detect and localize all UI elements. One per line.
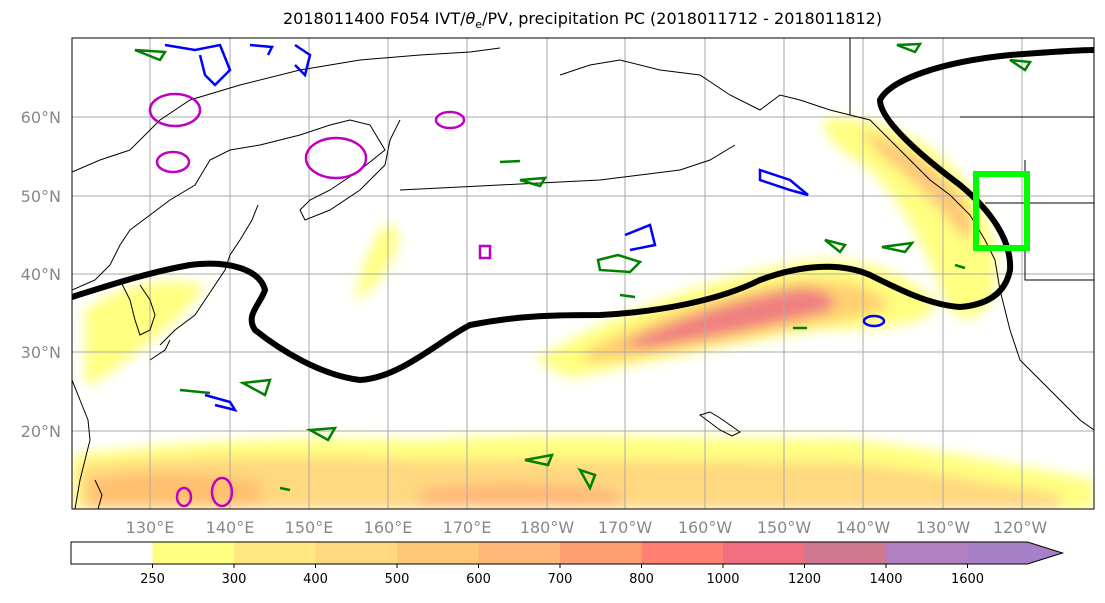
lat-label: 20°N (21, 422, 61, 441)
colorbar-segment (967, 542, 1063, 564)
ivt-shading (72, 117, 1094, 509)
lat-label: 50°N (21, 187, 61, 206)
lon-label: 170°E (443, 518, 492, 537)
lon-label: 170°W (598, 518, 653, 537)
theta-e-warm-contours (148, 92, 492, 508)
target-region-box (973, 171, 1030, 251)
theta-symbol: θ (465, 9, 476, 28)
longitude-labels: 130°E 140°E 150°E 160°E 170°E 180°W 170°… (126, 518, 1048, 537)
colorbar-tick-label: 600 (466, 572, 491, 587)
colorbar-segment (71, 542, 153, 564)
theta-subscript: e (475, 18, 483, 32)
lon-label: 150°E (285, 518, 334, 537)
map-title: 2018011400 F054 IVT/θe/PV, precipitation… (0, 9, 1105, 31)
colorbar-segment (641, 542, 724, 564)
colorbar-segment (234, 542, 316, 564)
colorbar-segment (560, 542, 642, 564)
lon-label: 150°W (757, 518, 812, 537)
theta-e-cold-contours (164, 43, 886, 412)
colorbar-tick-label: 400 (303, 572, 328, 587)
colorbar-tick-label: 1000 (706, 572, 739, 587)
colorbar-segment (723, 542, 805, 564)
title-suffix: /PV, precipitation PC (2018011712 - 2018… (482, 9, 883, 28)
colorbar-tick-label: 300 (222, 572, 247, 587)
lon-label: 140°W (836, 518, 891, 537)
lon-label: 160°W (678, 518, 733, 537)
lat-label: 30°N (21, 343, 61, 362)
colorbar-segment (152, 542, 235, 564)
graticule (72, 38, 1094, 509)
coastlines (72, 38, 1094, 509)
lon-label: 120°W (993, 518, 1048, 537)
colorbar-segment (886, 542, 968, 564)
colorbar-tick-label: 700 (548, 572, 573, 587)
colorbar (70, 541, 1065, 565)
colorbar-tick-label: 1400 (869, 572, 902, 587)
lon-label: 140°E (206, 518, 255, 537)
lon-label: 180°W (520, 518, 575, 537)
colorbar-tick-label: 250 (140, 572, 165, 587)
map-panel (72, 38, 1094, 509)
lon-label: 130°W (916, 518, 971, 537)
lat-label: 60°N (21, 108, 61, 127)
lat-label: 40°N (21, 265, 61, 284)
colorbar-tick-label: 500 (385, 572, 410, 587)
pv-contour (72, 47, 1094, 384)
precip-contours (134, 42, 1033, 492)
lon-label: 160°E (364, 518, 413, 537)
map-frame (71, 37, 1095, 510)
colorbar-segment (315, 542, 398, 564)
latitude-labels: 60°N 50°N 40°N 30°N 20°N (21, 108, 61, 441)
colorbar-labels: 250 300 400 500 600 700 800 1000 1200 1400 1600 (140, 564, 984, 587)
colorbar-segment (478, 542, 561, 564)
lon-label: 130°E (126, 518, 175, 537)
title-prefix: 2018011400 F054 IVT/ (282, 9, 466, 28)
colorbar-outline (70, 541, 1065, 565)
colorbar-tick-label: 800 (629, 572, 654, 587)
colorbar-tick-label: 1600 (951, 572, 984, 587)
colorbar-segment (804, 542, 887, 564)
colorbar-segment (397, 542, 479, 564)
colorbar-tick-label: 1200 (788, 572, 821, 587)
